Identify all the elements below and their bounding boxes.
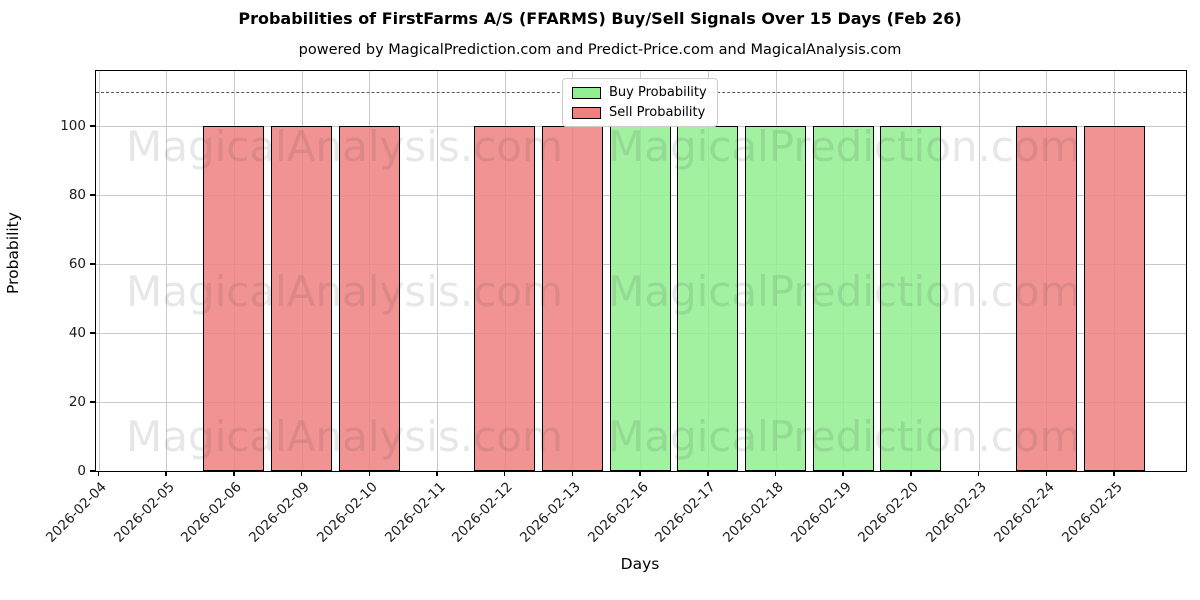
bar-2026-02-20 — [880, 126, 942, 471]
v-gridline — [98, 71, 100, 471]
x-tick-label: 2026-02-05 — [110, 479, 178, 546]
x-tick-mark — [300, 471, 303, 476]
x-tick-mark — [639, 471, 641, 476]
x-tick-label: 2026-02-19 — [787, 479, 855, 546]
x-tick-label: 2026-02-09 — [246, 479, 313, 546]
buy-swatch-icon — [572, 86, 601, 99]
plot-area: Buy Probability Sell Probability 0 20 40 60… — [43, 70, 1187, 546]
y-tick-label: 60 — [68, 256, 86, 273]
sell-swatch-icon — [572, 106, 601, 119]
bar-2026-02-10 — [338, 126, 400, 471]
x-tick-label: 2026-02-24 — [990, 479, 1058, 546]
chart-subtitle: powered by MagicalPrediction.com and Pre… — [298, 42, 902, 58]
y-tick-mark — [90, 125, 95, 127]
x-tick-label: 2026-02-04 — [43, 479, 110, 546]
y-tick-mark — [90, 401, 95, 403]
y-tick-mark — [90, 194, 95, 196]
x-tick-mark — [368, 471, 371, 476]
x-tick-mark — [165, 471, 167, 476]
x-tick-mark — [503, 471, 506, 476]
x-tick-label: 2026-02-25 — [1058, 479, 1126, 546]
x-tick-label: 2026-02-12 — [449, 479, 517, 546]
x-tick-label: 2026-02-10 — [313, 479, 381, 546]
y-tick-mark — [90, 470, 95, 472]
legend-label-sell: Sell Probability — [609, 105, 706, 120]
x-tick-mark — [707, 471, 709, 476]
bar-2026-02-16 — [609, 126, 671, 471]
bar-2026-02-18 — [745, 126, 806, 471]
y-tick-label: 100 — [60, 118, 86, 135]
legend-item-sell: Sell Probability — [572, 105, 707, 120]
bar-2026-02-13 — [541, 126, 603, 471]
x-tick-mark — [97, 471, 100, 476]
bar-2026-02-17 — [677, 126, 739, 471]
x-tick-mark — [571, 471, 574, 476]
x-tick-mark — [436, 471, 438, 476]
x-tick-label: 2026-02-16 — [584, 479, 652, 546]
x-tick-label: 2026-02-11 — [381, 479, 449, 546]
bar-2026-02-12 — [474, 126, 536, 471]
y-tick-label: 40 — [68, 325, 86, 342]
legend-item-buy: Buy Probability — [572, 85, 707, 100]
x-tick-label: 2026-02-06 — [178, 479, 246, 546]
bar-2026-02-19 — [812, 126, 874, 471]
x-tick-mark — [842, 471, 844, 476]
v-gridline — [437, 71, 438, 471]
x-tick-mark — [977, 471, 980, 476]
bar-2026-02-09 — [271, 126, 333, 471]
x-tick-mark — [910, 471, 912, 476]
x-tick-label: 2026-02-18 — [720, 479, 787, 546]
x-tick-mark — [1113, 471, 1115, 476]
legend: Buy Probability Sell Probability — [562, 78, 718, 127]
x-tick-mark — [774, 471, 777, 476]
x-tick-label: 2026-02-20 — [855, 479, 923, 546]
y-tick-mark — [90, 263, 95, 265]
y-tick-label: 20 — [68, 394, 86, 411]
x-tick-mark — [233, 471, 235, 476]
y-tick-mark — [90, 332, 95, 334]
bar-2026-02-25 — [1083, 126, 1145, 471]
x-axis-label: Days — [620, 555, 660, 573]
legend-label-buy: Buy Probability — [609, 85, 707, 100]
bar-2026-02-06 — [203, 126, 265, 471]
y-tick-label: 0 — [77, 463, 86, 479]
x-tick-label: 2026-02-23 — [923, 479, 990, 546]
chart-title: Probabilities of FirstFarms A/S (FFARMS)… — [238, 9, 962, 28]
x-tick-label: 2026-02-13 — [516, 479, 584, 546]
x-tick-label: 2026-02-17 — [652, 479, 720, 546]
bar-2026-02-24 — [1015, 126, 1077, 471]
v-gridline — [166, 71, 168, 471]
v-gridline — [978, 71, 980, 471]
x-tick-mark — [1045, 471, 1048, 476]
y-tick-label: 80 — [68, 187, 86, 204]
